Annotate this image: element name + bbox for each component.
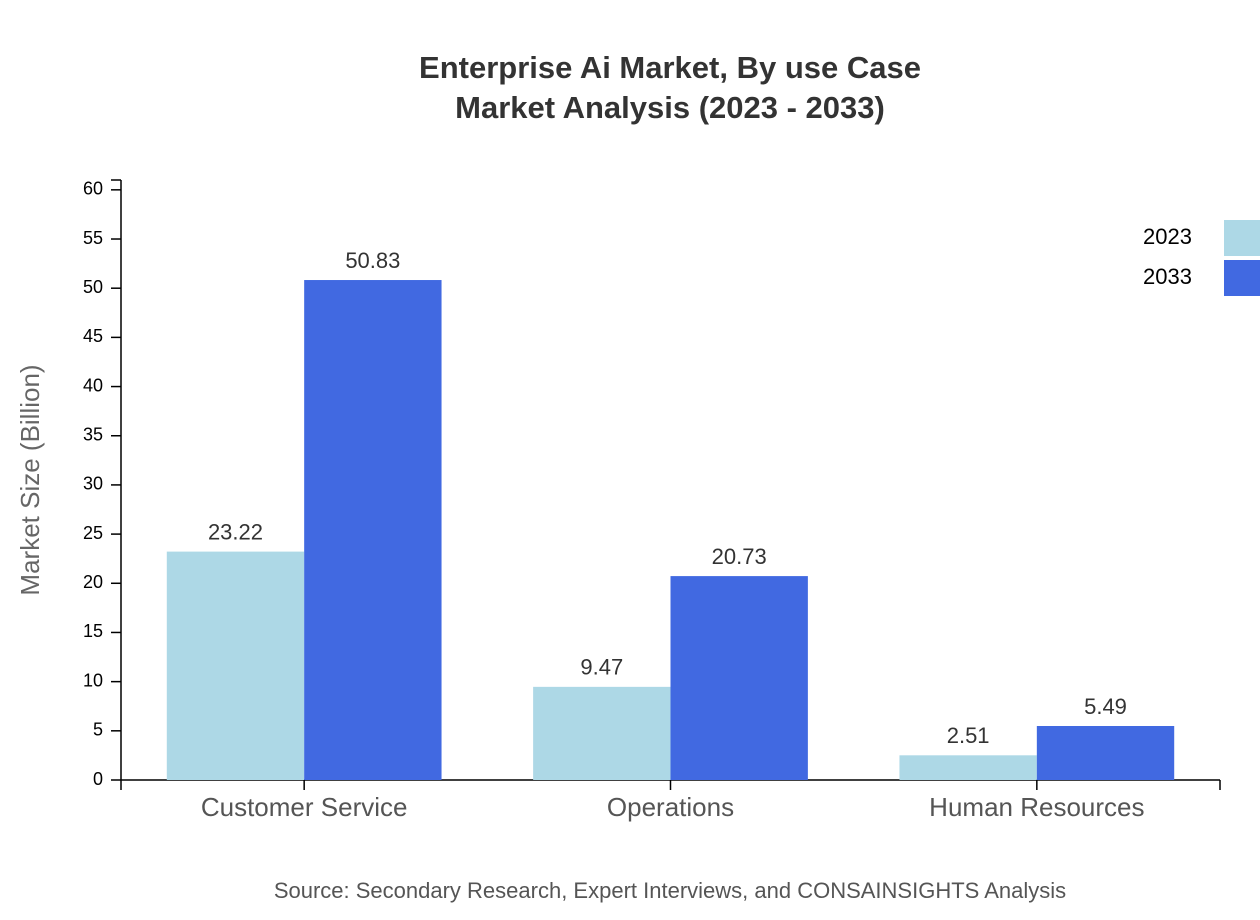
x-tick-label: Operations [607,792,734,822]
y-tick-label: 5 [93,720,103,740]
value-label: 23.22 [208,519,263,544]
bar [899,755,1037,780]
source-note: Source: Secondary Research, Expert Inter… [274,878,1066,903]
value-label: 5.49 [1084,694,1127,719]
value-label: 2.51 [947,723,990,748]
y-tick-label: 55 [83,228,103,248]
bar [304,280,442,780]
y-axis-label: Market Size (Billion) [15,364,45,595]
bar [670,576,808,780]
chart-title: Enterprise Ai Market, By use Case [419,50,921,85]
value-label: 9.47 [580,655,623,680]
y-tick-label: 0 [93,769,103,789]
x-tick-label: Customer Service [201,792,408,822]
legend-swatch [1224,220,1260,256]
bar [166,551,305,780]
y-tick-label: 10 [83,670,103,690]
y-tick-label: 60 [83,179,103,199]
y-tick-label: 35 [83,424,103,444]
legend-label: 2033 [1143,264,1192,289]
bar [1036,726,1175,780]
y-tick-label: 50 [83,277,103,297]
bar [533,686,671,780]
y-tick-label: 40 [83,375,103,395]
chart-subtitle: Market Analysis (2023 - 2033) [455,90,885,125]
y-tick-label: 20 [83,572,103,592]
y-tick-label: 15 [83,621,103,641]
y-tick-label: 30 [83,474,103,494]
value-label: 20.73 [712,544,767,569]
value-label: 50.83 [345,248,400,273]
legend-swatch [1224,260,1260,296]
x-tick-label: Human Resources [929,792,1144,822]
y-tick-label: 25 [83,523,103,543]
legend-label: 2023 [1143,224,1192,249]
y-tick-label: 45 [83,326,103,346]
